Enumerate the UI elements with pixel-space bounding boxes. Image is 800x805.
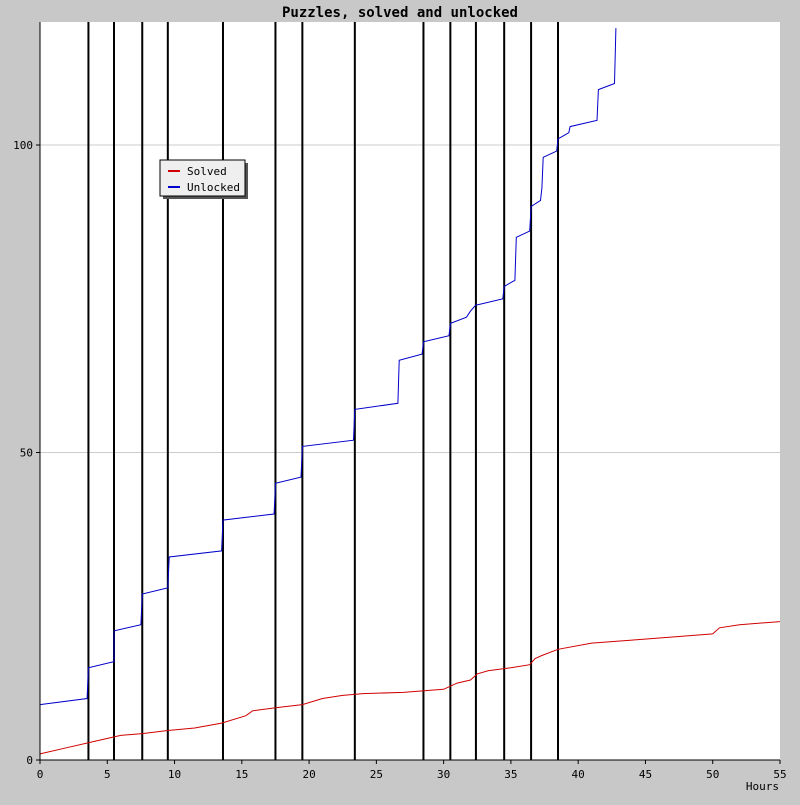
legend-label-unlocked: Unlocked (187, 181, 240, 194)
x-tick-label-10: 10 (168, 768, 181, 781)
x-tick-label-15: 15 (235, 768, 248, 781)
legend-box (159, 159, 246, 197)
plot-area (40, 22, 780, 760)
x-tick-label-35: 35 (504, 768, 517, 781)
vertical-marker-layer (87, 22, 559, 760)
x-tick-label-45: 45 (639, 768, 652, 781)
x-axis-label: Hours (746, 780, 779, 793)
x-tick-label-25: 25 (370, 768, 383, 781)
grid-layer (40, 144, 780, 453)
series-line-unlocked (39, 28, 617, 706)
x-tick-label-30: 30 (437, 768, 450, 781)
y-tick-label-50: 50 (20, 447, 33, 460)
x-tick-label-55: 55 (773, 768, 786, 781)
x-tick-label-40: 40 (572, 768, 585, 781)
tick-layer: 0 5 10 15 20 25 30 35 40 45 50 55 0 50 100 (13, 139, 787, 781)
chart-title: Puzzles, solved and unlocked (282, 5, 518, 21)
series-line-solved (39, 621, 781, 755)
x-tick-label-50: 50 (706, 768, 719, 781)
legend-label-solved: Solved (187, 165, 227, 178)
legend: Solved Unlocked (159, 159, 248, 199)
x-tick-label-5: 5 (104, 768, 111, 781)
series-layer (39, 28, 781, 755)
y-tick-label-100: 100 (13, 139, 33, 152)
y-tick-label-0: 0 (26, 754, 33, 767)
x-tick-label-0: 0 (37, 768, 44, 781)
x-tick-label-20: 20 (302, 768, 315, 781)
